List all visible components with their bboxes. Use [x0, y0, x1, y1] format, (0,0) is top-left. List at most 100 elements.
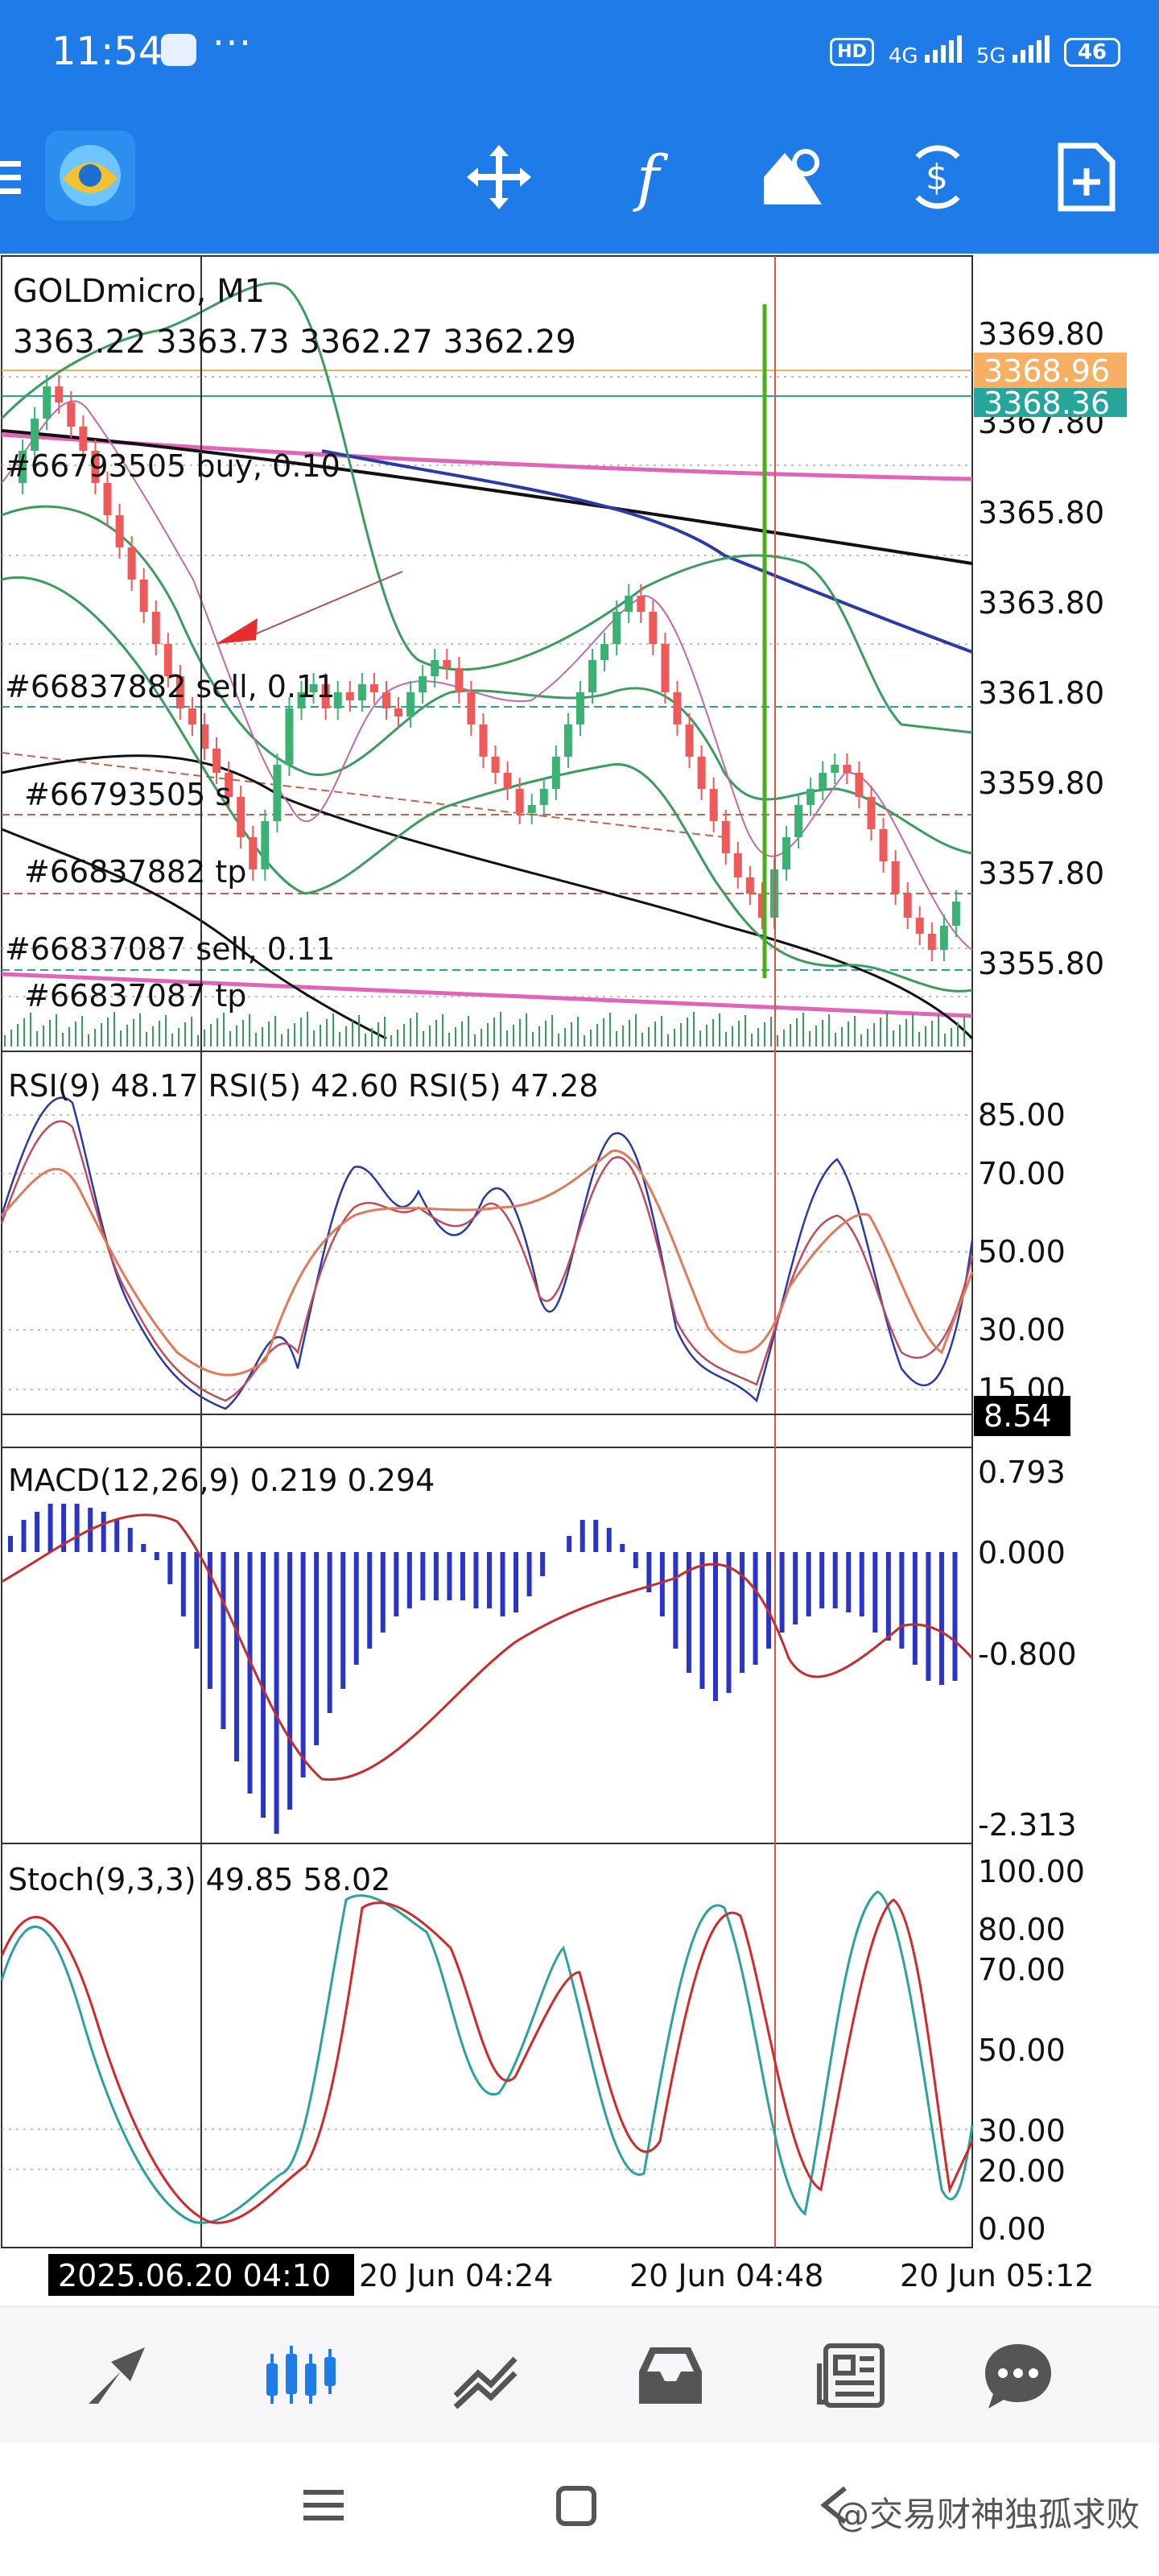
macd-bar: [47, 1504, 53, 1552]
macd-bar: [127, 1528, 133, 1552]
macd-bar: [740, 1552, 745, 1673]
rsi5b-line: [0, 1150, 974, 1377]
objects-icon[interactable]: [753, 137, 833, 217]
price-tick: 3359.80: [978, 766, 1104, 801]
candle-body: [612, 612, 621, 644]
order-label: #66793505 buy, 0.10: [5, 448, 340, 484]
macd-panel-frame: [1, 1447, 973, 1844]
macd-bar: [261, 1552, 266, 1818]
candle-body: [249, 837, 258, 869]
back-icon[interactable]: [813, 2483, 856, 2530]
candle-body: [709, 789, 718, 821]
macd-bar: [673, 1552, 678, 1649]
macd-tick: -0.800: [978, 1637, 1077, 1672]
candle-body: [394, 708, 403, 716]
ma-black-lower2: [1, 828, 387, 1040]
ma-black-upper: [1, 429, 973, 565]
macd-bar: [114, 1520, 120, 1552]
chart-canvas[interactable]: GOLDmicro, M1 3363.22 3363.73 3362.27 33…: [0, 254, 1159, 2306]
order-label: #66837087 tp: [24, 978, 246, 1013]
candle-body: [769, 869, 778, 918]
candle-body: [527, 805, 536, 813]
macd-bar: [194, 1552, 200, 1649]
macd-bar: [912, 1552, 918, 1665]
arrow-head: [216, 618, 258, 644]
price-tick: 3363.80: [978, 585, 1104, 621]
candle-body: [915, 918, 924, 934]
label-4g: 4G: [888, 44, 918, 68]
candle-body: [794, 805, 803, 837]
candle-body: [200, 724, 209, 749]
macd-bar: [21, 1520, 27, 1552]
macd-bar: [686, 1552, 691, 1673]
history-icon[interactable]: [626, 2331, 715, 2420]
macd-tick: 0.793: [978, 1455, 1066, 1490]
crosshair-icon[interactable]: [459, 137, 539, 217]
price-axis: 3369.80 3367.80 3365.80 3363.80 3361.80 …: [978, 316, 1104, 981]
indicators-icon[interactable]: f: [636, 141, 660, 213]
macd-bar: [327, 1552, 332, 1713]
recents-icon[interactable]: [302, 2483, 345, 2530]
macd-bar: [580, 1520, 585, 1552]
rsi-panel-frame: [1, 1051, 973, 1448]
macd-bar: [885, 1552, 891, 1641]
time-label: 20 Jun 04:24: [359, 2258, 553, 2293]
stoch-panel-frame: [1, 1843, 973, 2248]
stoch-d-line: [0, 1898, 974, 2224]
candle-body: [879, 829, 888, 861]
rsi9-line: [0, 1096, 974, 1410]
news-icon[interactable]: [808, 2331, 897, 2420]
macd-bar: [101, 1512, 106, 1552]
order-label: #66793505 s: [24, 777, 231, 812]
macd-bar: [274, 1552, 279, 1834]
candle-body: [91, 451, 100, 483]
cursor-time-label: 2025.06.20 04:10: [58, 2258, 331, 2293]
candle-body: [382, 692, 390, 708]
macd-bar: [832, 1552, 838, 1608]
candle-body: [551, 757, 560, 789]
svg-text:$: $: [926, 157, 948, 198]
candle-body: [455, 668, 464, 692]
macd-bar: [593, 1520, 599, 1552]
new-order-icon[interactable]: [1046, 137, 1127, 217]
macd-bar: [646, 1552, 652, 1592]
candle-body: [467, 692, 476, 724]
ma-blue: [321, 449, 973, 654]
home-icon[interactable]: [555, 2483, 599, 2530]
macd-tick: 0.000: [978, 1535, 1066, 1571]
candle-body: [345, 692, 354, 700]
candle-body: [588, 660, 597, 692]
quotes-icon[interactable]: [72, 2331, 161, 2420]
chat-icon[interactable]: [974, 2331, 1062, 2420]
candle-body: [43, 386, 52, 419]
stoch-tick: 20.00: [978, 2153, 1066, 2189]
macd-bar: [819, 1552, 825, 1608]
symbols-icon[interactable]: $: [897, 137, 978, 217]
menu-icon[interactable]: [0, 137, 32, 217]
candle-body: [685, 724, 694, 757]
candle-body: [927, 934, 936, 950]
macd-bar: [500, 1552, 505, 1616]
macd-bar: [353, 1552, 359, 1665]
candle-body: [151, 612, 160, 644]
chart-icon[interactable]: [256, 2331, 344, 2420]
status-indicators: HD 4G 5G 46: [830, 35, 1120, 68]
hd-icon: HD: [830, 38, 874, 66]
metatrader-logo[interactable]: [45, 130, 135, 221]
rsi-tick: 50.00: [978, 1234, 1066, 1269]
rsi-header: RSI(9) 48.17 RSI(5) 42.60 RSI(5) 47.28: [8, 1068, 598, 1104]
macd-bar: [394, 1552, 399, 1616]
candle-body: [867, 797, 876, 829]
trade-icon[interactable]: [441, 2331, 530, 2420]
order-label: #66837882 tp: [24, 854, 246, 890]
app-toolbar: f $: [0, 105, 1159, 254]
candle-body: [843, 765, 852, 773]
chart-area[interactable]: GOLDmicro, M1 3363.22 3363.73 3362.27 33…: [0, 254, 1159, 2306]
candle-body: [139, 580, 148, 612]
candle-body: [115, 515, 124, 547]
macd-tick: -2.313: [978, 1807, 1077, 1843]
macd-bar: [180, 1552, 186, 1616]
macd-bar: [233, 1552, 239, 1761]
macd-signal-line: [1, 1513, 974, 1781]
signal-5g-icon: 5G: [976, 35, 1050, 68]
